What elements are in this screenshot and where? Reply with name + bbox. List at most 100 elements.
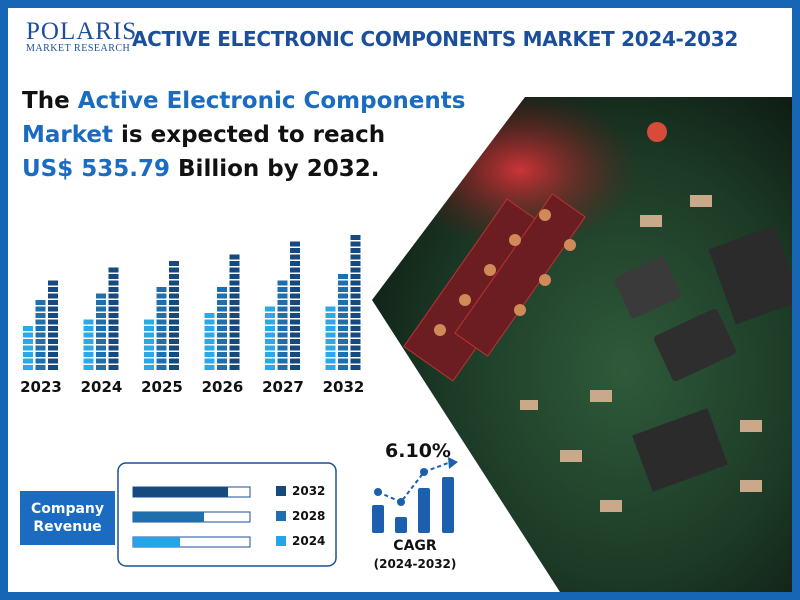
bar-segment <box>325 365 336 370</box>
bar-segment <box>108 280 119 286</box>
bar-segment <box>277 287 288 292</box>
bar-segment <box>217 358 227 364</box>
bar-segment <box>156 339 167 344</box>
bar-segment <box>96 306 106 312</box>
bar-segment <box>169 345 179 351</box>
bar-segment <box>290 352 300 357</box>
bar-segment <box>338 358 348 364</box>
bar-segment <box>156 345 167 351</box>
bar-segment <box>204 326 215 331</box>
bar-segment <box>217 352 227 357</box>
bar-segment <box>338 287 348 292</box>
bar-segment <box>35 352 46 357</box>
bar-segment <box>169 274 179 279</box>
bar-segment <box>48 365 58 370</box>
bar-segment <box>325 339 336 344</box>
bar-segment <box>217 319 227 325</box>
bar-segment <box>96 326 106 331</box>
bar-segment <box>169 261 179 266</box>
bar-segment <box>96 300 106 305</box>
bar-segment <box>290 365 300 370</box>
bar-segment <box>338 339 348 344</box>
bar-segment <box>325 306 336 312</box>
bar-segment <box>108 358 119 364</box>
bar-segment <box>96 358 106 364</box>
bar-segment <box>144 339 154 344</box>
bar-segment <box>290 248 300 253</box>
bar-segment <box>350 287 361 292</box>
bar-segment <box>290 339 300 344</box>
bar-segment <box>23 339 33 344</box>
bar-segment <box>156 332 167 338</box>
cagr-label: CAGR <box>393 538 437 554</box>
bar-segment <box>265 319 275 325</box>
bar-segment <box>290 274 300 279</box>
bar-segment <box>350 261 361 266</box>
headline-line: Market is expected to reach <box>22 118 482 152</box>
bar-segment <box>204 313 215 318</box>
bar-segment <box>350 313 361 318</box>
bar-segment <box>35 332 46 338</box>
bar-segment <box>83 352 94 357</box>
bar-segment <box>96 332 106 338</box>
bar-segment <box>204 352 215 357</box>
bar-segment <box>23 332 33 338</box>
bar-segment <box>169 352 179 357</box>
bar-segment <box>350 254 361 260</box>
bar-segment <box>48 319 58 325</box>
cagr-icon <box>372 457 458 533</box>
bar-segment <box>350 280 361 286</box>
bar-segment <box>229 352 240 357</box>
bar-segment <box>83 332 94 338</box>
bar-segment <box>23 345 33 351</box>
bar-segment <box>277 306 288 312</box>
bar-segment <box>169 293 179 299</box>
bar-segment <box>350 241 361 247</box>
bar-segment <box>108 267 119 273</box>
bar-segment <box>156 352 167 357</box>
bar-segment <box>169 300 179 305</box>
bar-segment <box>265 345 275 351</box>
bar-segment <box>204 319 215 325</box>
bar-segment <box>48 345 58 351</box>
bar-segment <box>350 300 361 305</box>
bar-segment <box>169 319 179 325</box>
bar-segment <box>35 326 46 331</box>
bar-segment <box>350 332 361 338</box>
bar-segment <box>108 293 119 299</box>
bar-segment <box>96 345 106 351</box>
bar-segment <box>325 313 336 318</box>
bar-segment <box>290 319 300 325</box>
bar-segment <box>48 306 58 312</box>
bar-segment <box>35 345 46 351</box>
bar-segment <box>277 358 288 364</box>
bar-segment <box>144 345 154 351</box>
year-label: 2032 <box>322 378 365 396</box>
bar-segment <box>290 280 300 286</box>
bar-segment <box>229 326 240 331</box>
bar-segment <box>277 332 288 338</box>
bar-segment <box>338 293 348 299</box>
bar-segment <box>350 319 361 325</box>
bar-segment <box>23 352 33 357</box>
bar-segment <box>156 306 167 312</box>
bar-segment <box>169 313 179 318</box>
bar-segment <box>350 326 361 331</box>
bar-segment <box>277 313 288 318</box>
bar-segment <box>290 267 300 273</box>
bar-segment <box>265 306 275 312</box>
bar-segment <box>108 332 119 338</box>
bar-segment <box>83 339 94 344</box>
bar-segment <box>265 332 275 338</box>
bar-segment <box>96 339 106 344</box>
bar-segment <box>325 326 336 331</box>
bar-segment <box>35 313 46 318</box>
bar-segment <box>217 300 227 305</box>
logo: POLARIS <box>26 18 138 45</box>
bar-segment <box>217 293 227 299</box>
bar-segment <box>290 306 300 312</box>
bar-segment <box>338 306 348 312</box>
bar-segment <box>290 300 300 305</box>
bar-segment <box>23 358 33 364</box>
